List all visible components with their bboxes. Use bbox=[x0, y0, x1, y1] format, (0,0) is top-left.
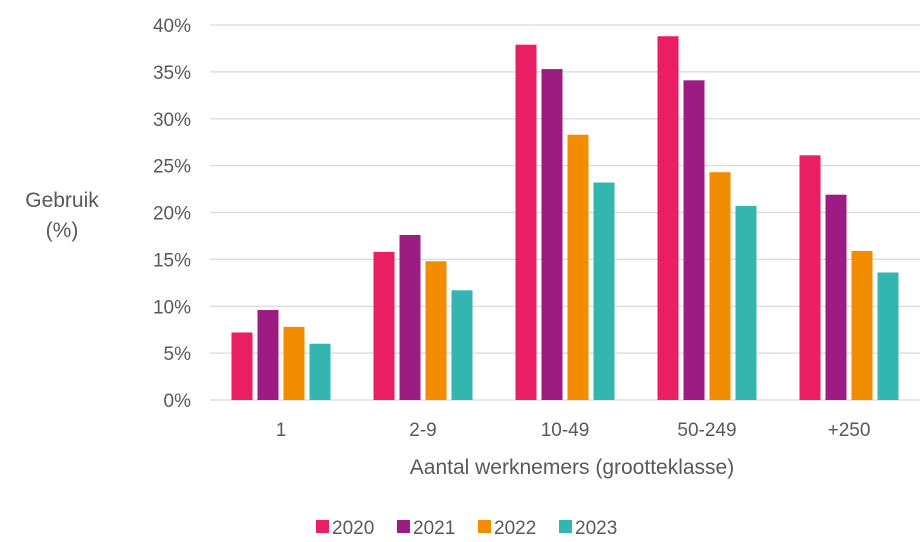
y-tick-label: 10% bbox=[153, 297, 191, 318]
bar-2023-+250 bbox=[877, 272, 899, 400]
x-tick-label: 2-9 bbox=[409, 420, 436, 441]
bars bbox=[231, 36, 899, 400]
x-tick-label: 1 bbox=[276, 420, 287, 441]
y-axis-title-line: (%) bbox=[46, 219, 79, 242]
y-tick-label: 15% bbox=[153, 250, 191, 271]
legend-swatch-2020 bbox=[316, 520, 329, 533]
bar-2023-50-249 bbox=[735, 205, 757, 400]
bar-2022-10-49 bbox=[567, 134, 589, 400]
y-tick-label: 0% bbox=[164, 391, 192, 412]
x-axis-title: Aantal werknemers (grootteklasse) bbox=[410, 456, 734, 479]
y-tick-label: 35% bbox=[153, 63, 191, 84]
legend-label: 2023 bbox=[575, 518, 617, 539]
bar-2022-2-9 bbox=[425, 261, 447, 400]
y-tick-label: 20% bbox=[153, 204, 191, 225]
bar-2020-2-9 bbox=[373, 251, 395, 400]
bar-2020-50-249 bbox=[657, 36, 679, 400]
bar-2021-1 bbox=[257, 310, 279, 400]
legend-label: 2021 bbox=[413, 518, 455, 539]
legend-swatch-2022 bbox=[478, 520, 491, 533]
bar-2020-1 bbox=[231, 332, 253, 400]
bar-2023-2-9 bbox=[451, 290, 473, 400]
legend-label: 2020 bbox=[332, 518, 374, 539]
bar-2022-+250 bbox=[851, 250, 873, 400]
bar-2022-50-249 bbox=[709, 172, 731, 400]
y-tick-label: 40% bbox=[153, 16, 191, 37]
y-axis-title: Gebruik (%) bbox=[25, 189, 99, 242]
y-tick-label: 25% bbox=[153, 157, 191, 178]
bar-2023-1 bbox=[309, 343, 331, 400]
y-axis-title-line: Gebruik bbox=[25, 189, 99, 212]
legend: 2020 2021 2022 2023 bbox=[316, 518, 617, 539]
legend-swatch-2023 bbox=[559, 520, 572, 533]
bar-2020-10-49 bbox=[515, 44, 537, 400]
x-tick-label: 50-249 bbox=[677, 420, 736, 441]
bar-2020-+250 bbox=[799, 155, 821, 400]
bar-2021-2-9 bbox=[399, 235, 421, 400]
x-tick-label: +250 bbox=[828, 420, 871, 441]
x-tick-label: 10-49 bbox=[541, 420, 590, 441]
legend-label: 2022 bbox=[494, 518, 536, 539]
bar-2021-10-49 bbox=[541, 69, 563, 400]
y-tick-label: 5% bbox=[164, 344, 192, 365]
x-axis-tick-labels: 1 2-9 10-49 50-249 +250 bbox=[276, 420, 871, 441]
legend-swatch-2021 bbox=[397, 520, 410, 533]
y-axis-tick-labels: 0% 5% 10% 15% 20% 25% 30% 35% 40% bbox=[153, 16, 191, 412]
y-tick-label: 30% bbox=[153, 110, 191, 131]
bar-2021-50-249 bbox=[683, 80, 705, 400]
bar-2021-+250 bbox=[825, 194, 847, 400]
bar-2022-1 bbox=[283, 326, 305, 400]
bar-2023-10-49 bbox=[593, 182, 615, 400]
